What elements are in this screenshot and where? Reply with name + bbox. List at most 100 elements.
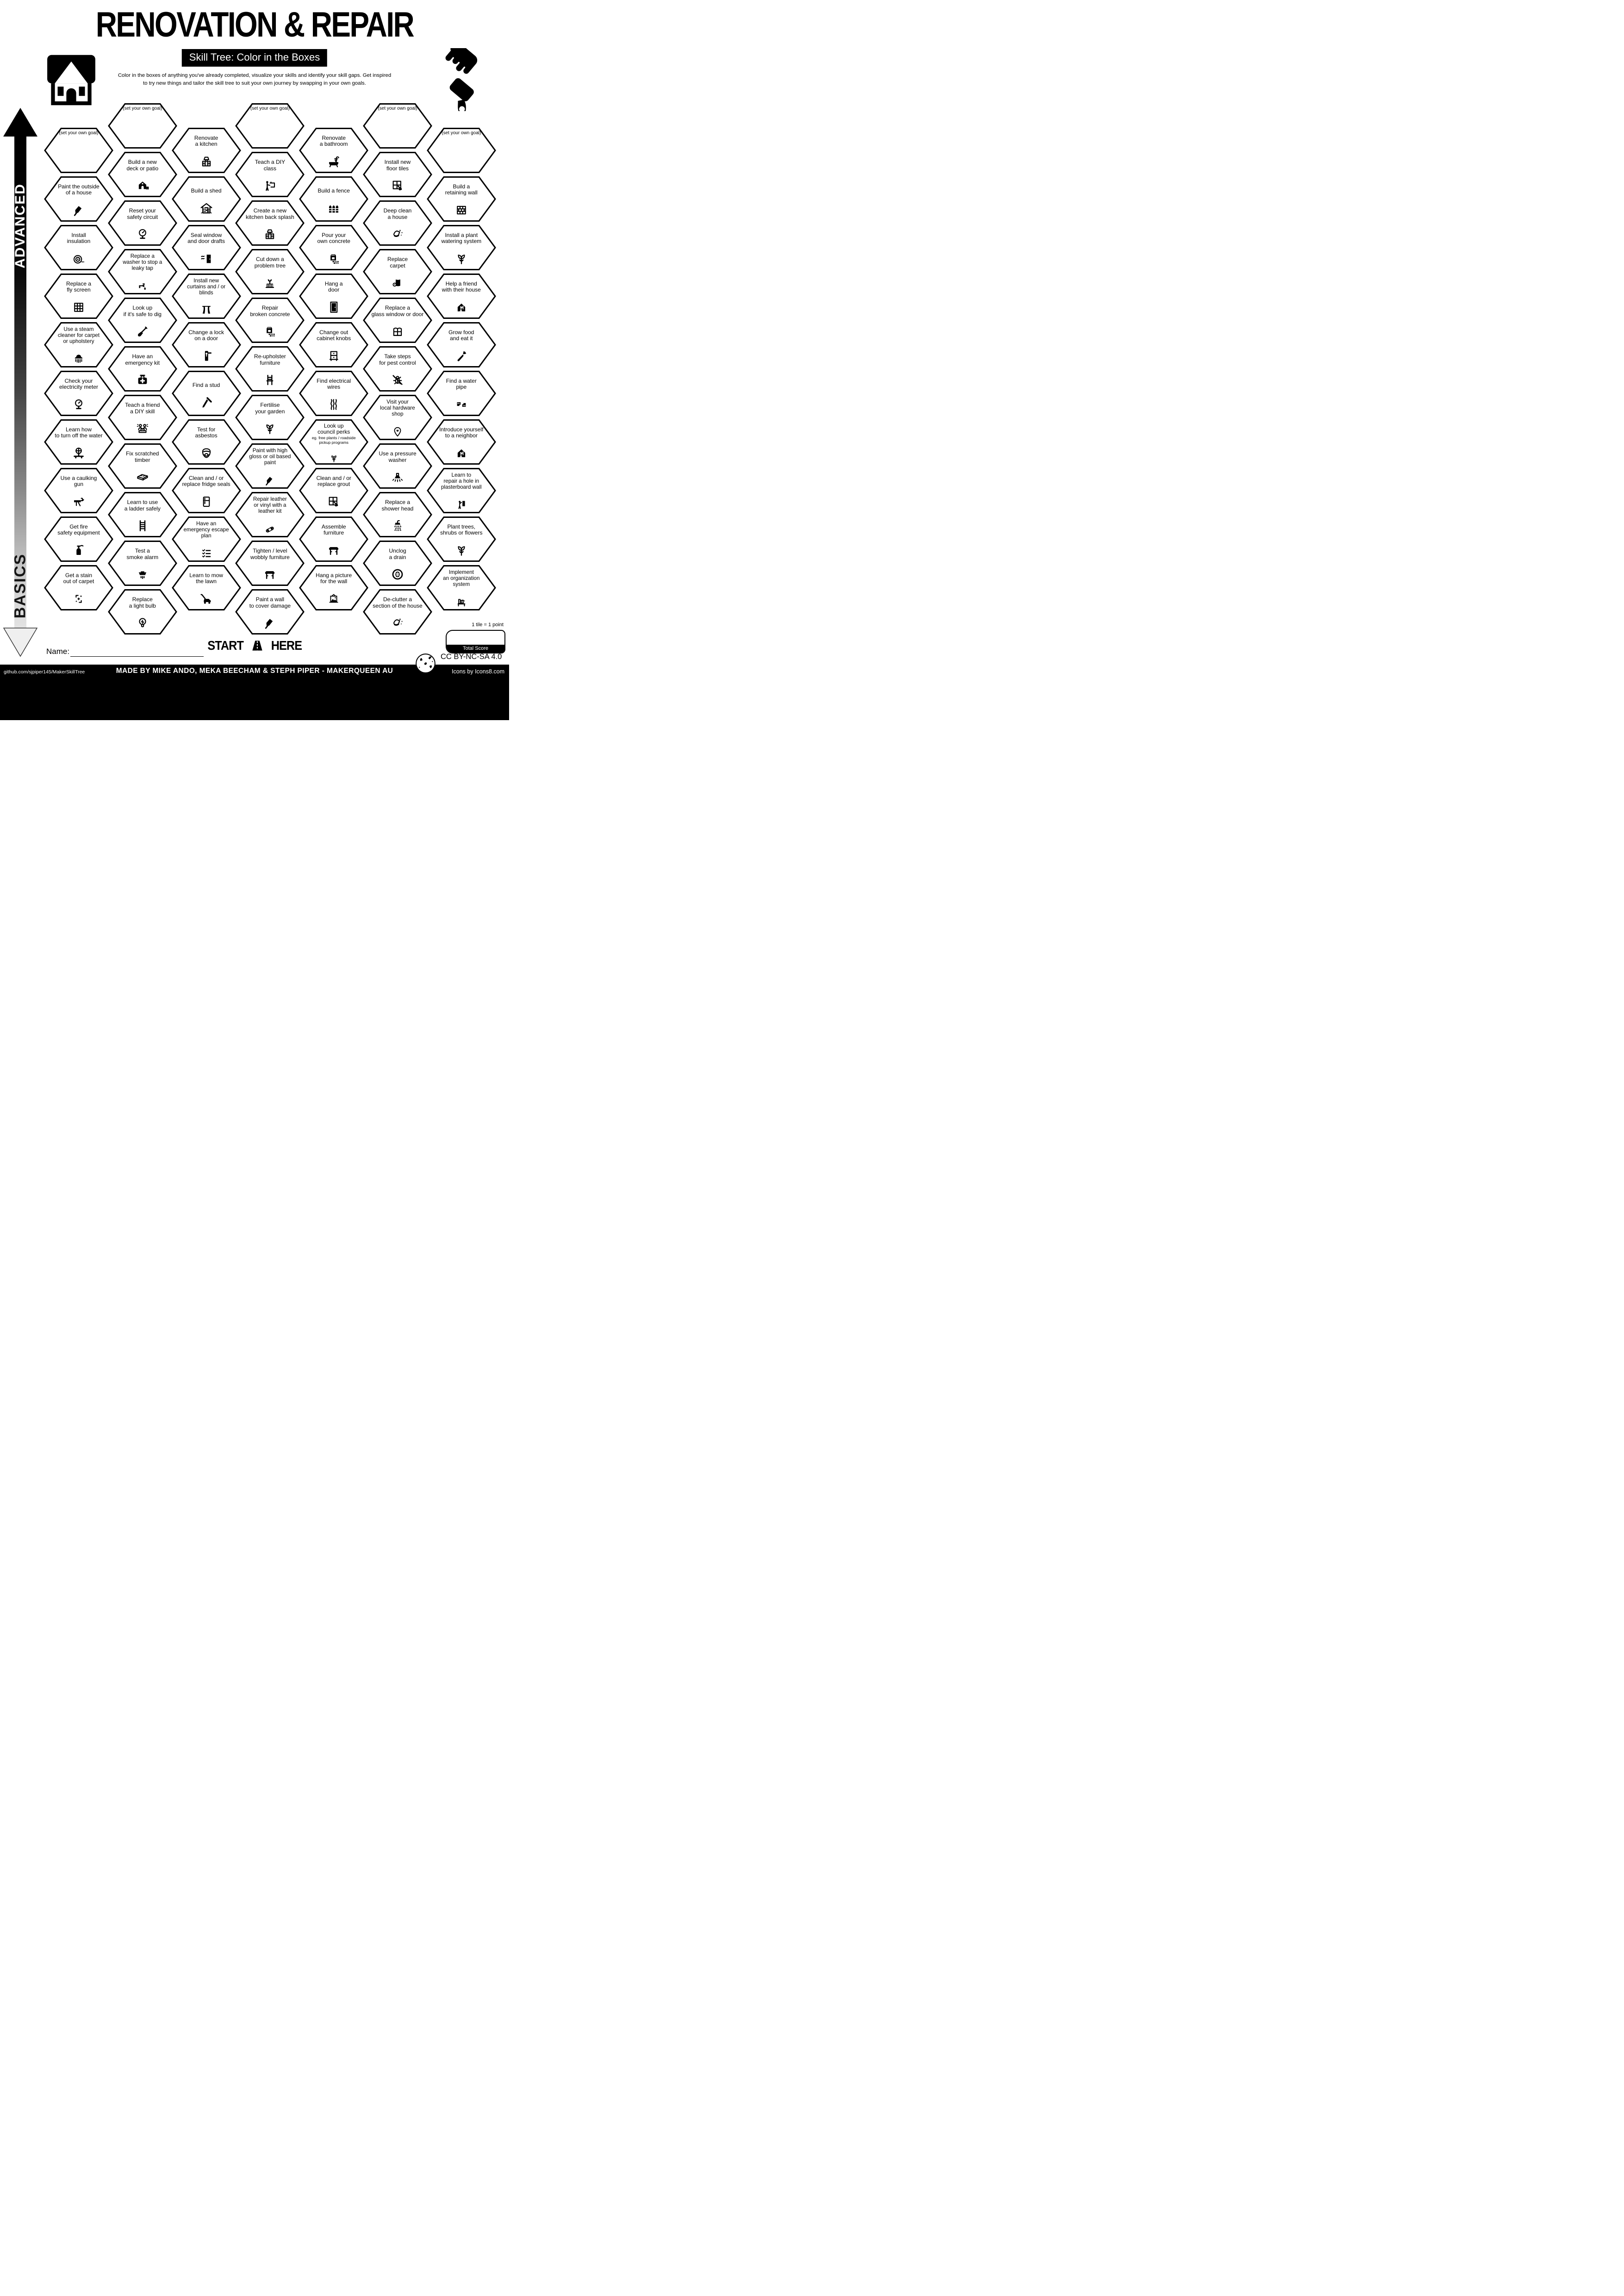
tile-plant-trees-shrubs-or-flowers[interactable]: Plant trees, shrubs or flowers — [426, 516, 496, 562]
tile-look-up-council-perks[interactable]: Look up council perks eg. free plants / r… — [299, 419, 369, 465]
hex-outline — [171, 273, 241, 319]
tile-re-upholster-furniture[interactable]: Re-upholster furniture — [235, 346, 305, 392]
tile-tighten-level-wobbly-furniture[interactable]: Tighten / level wobbly furniture — [235, 540, 305, 586]
tile-label: Replace a light bulb — [129, 596, 156, 609]
tile-set-your-own-goal[interactable]: (set your own goal) — [426, 127, 496, 174]
kitchen-cabinet-icon — [235, 227, 305, 242]
tile-learn-how-to-turn-off-the-water[interactable]: Learn how to turn off the water — [44, 419, 113, 465]
tile-set-your-own-goal[interactable]: (set your own goal) — [107, 103, 177, 149]
tile-repair-leather-or-vinyl-with-a-leather-kit[interactable]: Repair leather or vinyl with a leather k… — [235, 492, 305, 538]
tile-hang-a-picture-for-the-wall[interactable]: Hang a picture for the wall — [299, 565, 369, 611]
tile-help-a-friend-with-their-house[interactable]: Help a friend with their house — [426, 273, 496, 319]
hex-outline — [363, 103, 432, 149]
tile-replace-a-shower-head[interactable]: Replace a shower head — [363, 492, 432, 538]
hex-outline — [299, 176, 369, 222]
tile-unclog-a-drain[interactable]: Unclog a drain — [363, 540, 432, 586]
tile-clean-and-or-replace-fridge-seals[interactable]: Clean and / or replace fridge seals — [171, 467, 241, 514]
tile-hang-a-door[interactable]: Hang a door — [299, 273, 369, 319]
tile-label: Test a smoke alarm — [126, 548, 159, 560]
hex-outline — [44, 467, 113, 513]
teacher-board-icon — [235, 178, 305, 193]
tile-renovate-a-kitchen[interactable]: Renovate a kitchen — [171, 127, 241, 174]
tile-replace-a-fly-screen[interactable]: Replace a fly screen — [44, 273, 113, 319]
tile-label: Help a friend with their house — [442, 280, 481, 293]
tile-de-clutter-a-section-of-the-house[interactable]: De-clutter a section of the house — [363, 589, 432, 635]
tile-teach-a-friend-a-diy-skill[interactable]: Teach a friend a DIY skill — [107, 394, 177, 441]
tile-introduce-yourself-to-a-neighbor[interactable]: Introduce yourself to a neighbor — [426, 419, 496, 465]
tile-grow-food-and-eat-it[interactable]: Grow food and eat it — [426, 322, 496, 368]
tile-change-out-cabinet-knobs[interactable]: Change out cabinet knobs — [299, 322, 369, 368]
gauge-icon — [44, 397, 113, 412]
tile-build-a-new-deck-or-patio[interactable]: Build a new deck or patio — [107, 151, 177, 198]
tile-label: Paint the outside of a house — [58, 183, 100, 196]
tile-clean-and-or-replace-grout[interactable]: Clean and / or replace grout — [299, 467, 369, 514]
tile-set-your-own-goal[interactable]: (set your own goal) — [235, 103, 305, 149]
hex-outline — [426, 565, 496, 610]
tile-get-fire-safety-equipment[interactable]: Get fire safety equipment — [44, 516, 113, 562]
tile-install-new-floor-tiles[interactable]: Install new floor tiles — [363, 151, 432, 198]
total-score-box[interactable]: Total Score — [446, 630, 505, 653]
tile-replace-carpet[interactable]: Replace carpet — [363, 249, 432, 295]
tile-label: Install a plant watering system — [441, 231, 482, 245]
hex-outline — [363, 492, 432, 537]
tile-label: Plant trees, shrubs or flowers — [440, 523, 483, 536]
tile-label: Repair leather or vinyl with a leather k… — [253, 496, 287, 515]
concrete-bag-icon — [235, 324, 305, 339]
tile-seal-window-and-door-drafts[interactable]: Seal window and door drafts — [171, 224, 241, 271]
tile-paint-the-outside-of-a-house[interactable]: Paint the outside of a house — [44, 176, 113, 222]
tile-set-your-own-goal[interactable]: (set your own goal) — [44, 127, 113, 174]
name-input-line[interactable] — [70, 656, 204, 657]
tile-label: Fertilise your garden — [255, 402, 285, 415]
tile-renovate-a-bathroom[interactable]: Renovate a bathroom — [299, 127, 369, 174]
tile-label: Teach a DIY class — [255, 159, 286, 172]
tile-get-a-stain-out-of-carpet[interactable]: Get a stain out of carpet — [44, 565, 113, 611]
tile-replace-a-light-bulb[interactable]: Replace a light bulb — [107, 589, 177, 635]
tile-find-a-water-pipe[interactable]: Find a water pipe — [426, 370, 496, 417]
tile-teach-a-diy-class[interactable]: Teach a DIY class — [235, 151, 305, 198]
tile-change-a-lock-on-a-door[interactable]: Change a lock on a door — [171, 322, 241, 368]
tile-deep-clean-a-house[interactable]: Deep clean a house — [363, 200, 432, 246]
tile-build-a-shed[interactable]: Build a shed — [171, 176, 241, 222]
tile-replace-a-washer-to-stop-a-leaky-tap[interactable]: Replace a washer to stop a leaky tap — [107, 249, 177, 295]
tile-label: Learn to mow the lawn — [189, 572, 223, 585]
tile-label: Install new floor tiles — [384, 159, 411, 172]
tile-look-up-if-it-s-safe-to-dig[interactable]: Look up if it's safe to dig — [107, 297, 177, 343]
tile-assemble-furniture[interactable]: Assemble furniture — [299, 516, 369, 562]
tile-have-an-emergency-escape-plan[interactable]: Have an emergency escape plan — [171, 516, 241, 562]
tile-pour-your-own-concrete[interactable]: Pour your own concrete — [299, 224, 369, 271]
tile-repair-broken-concrete[interactable]: Repair broken concrete — [235, 297, 305, 343]
tile-test-for-asbestos[interactable]: Test for asbestos — [171, 419, 241, 465]
tile-paint-with-high-gloss-or-oil-based-paint[interactable]: Paint with high gloss or oil based paint — [235, 443, 305, 489]
tile-find-electrical-wires[interactable]: Find electrical wires — [299, 370, 369, 417]
tile-fertilise-your-garden[interactable]: Fertilise your garden — [235, 394, 305, 441]
tile-replace-a-glass-window-or-door[interactable]: Replace a glass window or door — [363, 297, 432, 343]
tile-test-a-smoke-alarm[interactable]: Test a smoke alarm — [107, 540, 177, 586]
tile-reset-your-safety-circuit[interactable]: Reset your safety circuit — [107, 200, 177, 246]
tile-visit-your-local-hardware-shop[interactable]: Visit your local hardware shop — [363, 394, 432, 441]
tile-use-a-caulking-gun[interactable]: Use a caulking gun — [44, 467, 113, 514]
tile-paint-a-wall-to-cover-damage[interactable]: Paint a wall to cover damage — [235, 589, 305, 635]
tile-learn-to-use-a-ladder-safely[interactable]: Learn to use a ladder safely — [107, 492, 177, 538]
tile-create-a-new-kitchen-back-splash[interactable]: Create a new kitchen back splash — [235, 200, 305, 246]
tile-cut-down-a-problem-tree[interactable]: Cut down a problem tree — [235, 249, 305, 295]
tile-have-an-emergency-kit[interactable]: Have an emergency kit — [107, 346, 177, 392]
tile-install-new-curtains-and-or-blinds[interactable]: Install new curtains and / or blinds — [171, 273, 241, 319]
tile-set-your-own-goal[interactable]: (set your own goal) — [363, 103, 432, 149]
tile-build-a-fence[interactable]: Build a fence — [299, 176, 369, 222]
tile-take-steps-for-pest-control[interactable]: Take steps for pest control — [363, 346, 432, 392]
hex-outline — [107, 298, 177, 343]
tile-use-a-steam-cleaner-for-carpet-or-upholstery[interactable]: Use a steam cleaner for carpet or uphols… — [44, 322, 113, 368]
hex-outline — [299, 467, 369, 513]
tile-install-insulation[interactable]: Install insulation — [44, 224, 113, 271]
hex-outline — [44, 565, 113, 610]
tile-label: Cut down a problem tree — [254, 256, 286, 269]
tile-build-a-retaining-wall[interactable]: Build a retaining wall — [426, 176, 496, 222]
tile-use-a-pressure-washer[interactable]: Use a pressure washer — [363, 443, 432, 489]
tile-find-a-stud[interactable]: Find a stud — [171, 370, 241, 417]
tile-implement-an-organization-system[interactable]: Implement an organization system — [426, 565, 496, 611]
tile-learn-to-repair-a-hole-in-plasterboard-wall[interactable]: Learn to repair a hole in plasterboard w… — [426, 467, 496, 514]
tile-learn-to-mow-the-lawn[interactable]: Learn to mow the lawn — [171, 565, 241, 611]
tile-check-your-electricity-meter[interactable]: Check your electricity meter — [44, 370, 113, 417]
tile-fix-scratched-timber[interactable]: Fix scratched timber — [107, 443, 177, 489]
tile-install-a-plant-watering-system[interactable]: Install a plant watering system — [426, 224, 496, 271]
